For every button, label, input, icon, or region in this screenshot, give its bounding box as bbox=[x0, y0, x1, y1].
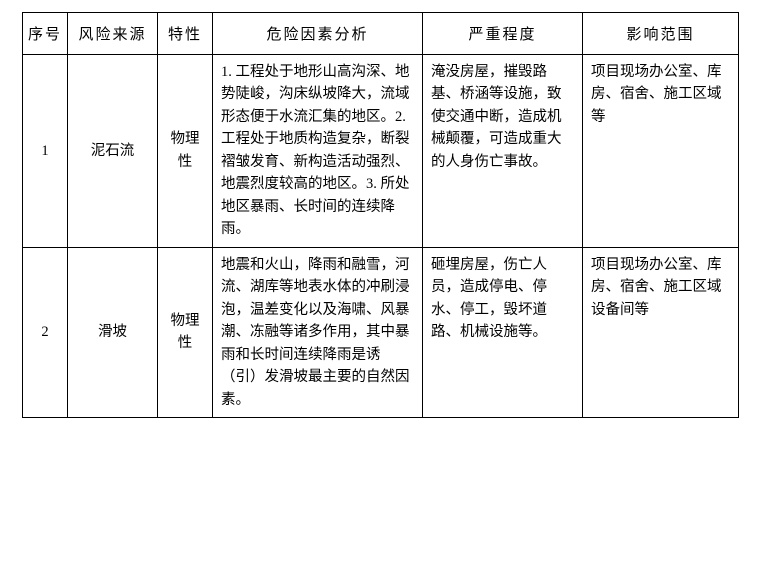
table-row: 1 泥石流 物理性 1. 工程处于地形山高沟深、地势陡峻，沟床纵坡降大，流域形态… bbox=[23, 55, 739, 248]
table-row: 2 滑坡 物理性 地震和火山，降雨和融雪，河流、湖库等地表水体的冲刷浸泡，温差变… bbox=[23, 247, 739, 417]
cell-scope: 项目现场办公室、库房、宿舍、施工区域设备间等 bbox=[583, 247, 739, 417]
cell-severity: 砸埋房屋，伤亡人员，造成停电、停水、停工，毁坏道路、机械设施等。 bbox=[423, 247, 583, 417]
page-root: { "table": { "border_color": "#000000", … bbox=[0, 0, 760, 570]
cell-analysis: 1. 工程处于地形山高沟深、地势陡峻，沟床纵坡降大，流域形态便于水流汇集的地区。… bbox=[213, 55, 423, 248]
cell-source: 滑坡 bbox=[68, 247, 158, 417]
cell-seq: 1 bbox=[23, 55, 68, 248]
cell-nature: 物理性 bbox=[158, 55, 213, 248]
col-header-analysis: 危险因素分析 bbox=[213, 13, 423, 55]
cell-seq: 2 bbox=[23, 247, 68, 417]
risk-table: 序号 风险来源 特性 危险因素分析 严重程度 影响范围 1 泥石流 物理性 1.… bbox=[22, 12, 739, 418]
cell-scope: 项目现场办公室、库房、宿舍、施工区域等 bbox=[583, 55, 739, 248]
table-header: 序号 风险来源 特性 危险因素分析 严重程度 影响范围 bbox=[23, 13, 739, 55]
col-header-source: 风险来源 bbox=[68, 13, 158, 55]
cell-nature: 物理性 bbox=[158, 247, 213, 417]
col-header-seq: 序号 bbox=[23, 13, 68, 55]
cell-severity: 淹没房屋，摧毁路基、桥涵等设施，致使交通中断，造成机械颠覆，可造成重大的人身伤亡… bbox=[423, 55, 583, 248]
col-header-scope: 影响范围 bbox=[583, 13, 739, 55]
cell-source: 泥石流 bbox=[68, 55, 158, 248]
col-header-severity: 严重程度 bbox=[423, 13, 583, 55]
table-body: 1 泥石流 物理性 1. 工程处于地形山高沟深、地势陡峻，沟床纵坡降大，流域形态… bbox=[23, 55, 739, 418]
cell-analysis: 地震和火山，降雨和融雪，河流、湖库等地表水体的冲刷浸泡，温差变化以及海啸、风暴潮… bbox=[213, 247, 423, 417]
col-header-nature: 特性 bbox=[158, 13, 213, 55]
